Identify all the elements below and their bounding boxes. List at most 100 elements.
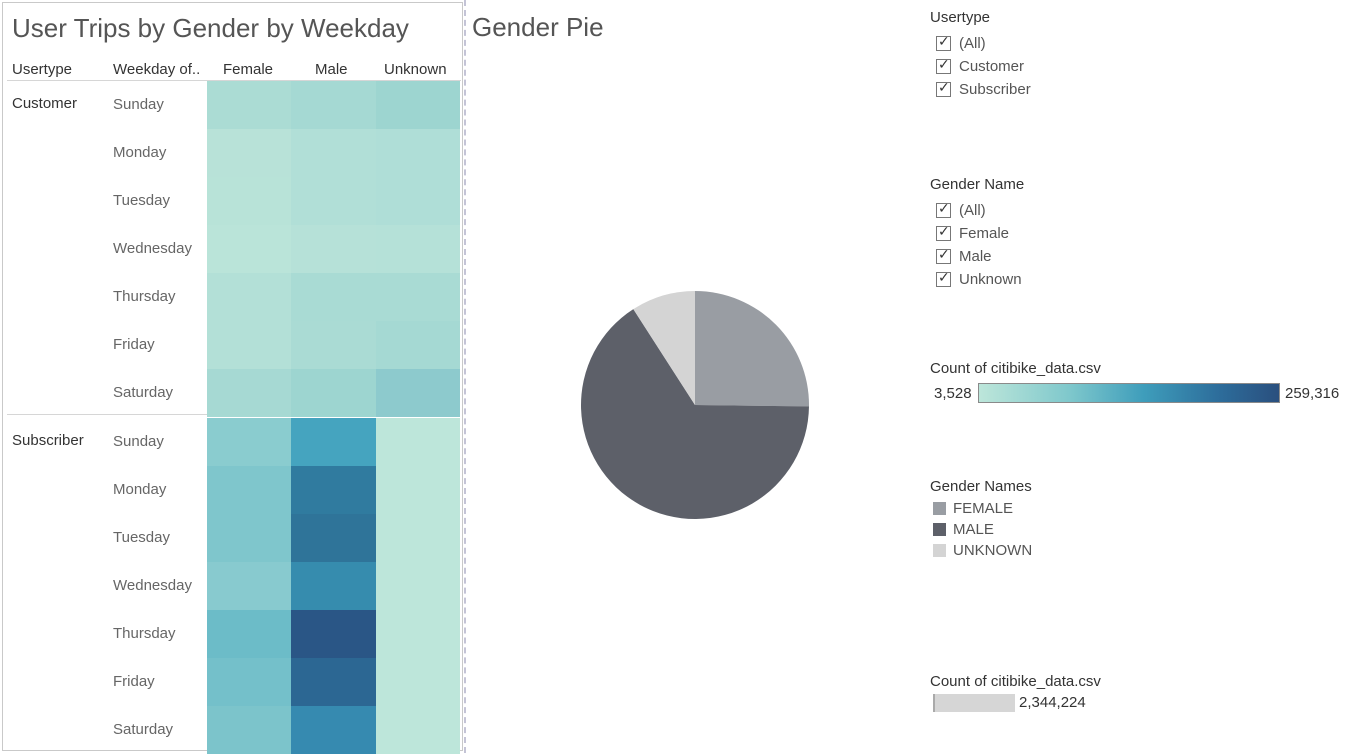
day-label-saturday[interactable]: Saturday: [113, 384, 174, 401]
heatmap-cell[interactable]: [376, 466, 460, 514]
heatmap-cell[interactable]: [376, 129, 460, 177]
heatmap-cell[interactable]: [291, 514, 376, 562]
day-label-thursday[interactable]: Thursday: [113, 625, 176, 642]
day-label-wednesday[interactable]: Wednesday: [113, 240, 192, 257]
pie-slice-female[interactable]: [695, 291, 809, 407]
usertype-header[interactable]: Usertype: [12, 61, 73, 78]
gender-filter-all[interactable]: (All): [936, 201, 986, 219]
size-legend-bar: [933, 694, 1015, 712]
day-label-monday[interactable]: Monday: [113, 481, 167, 498]
day-label-wednesday[interactable]: Wednesday: [113, 577, 192, 594]
heatmap-cell[interactable]: [291, 321, 376, 369]
gender-filter-unknown-label: Unknown: [959, 270, 1022, 288]
heatmap-cell[interactable]: [291, 562, 376, 610]
usertype-filter-customer[interactable]: Customer: [936, 57, 1024, 75]
size-legend-value: 2,344,224: [1019, 694, 1086, 711]
legend-label-male: MALE: [953, 520, 994, 538]
heatmap-cell[interactable]: [207, 321, 291, 369]
heatmap-cell[interactable]: [376, 321, 460, 369]
heatmap-cell[interactable]: [207, 225, 291, 273]
gender-filter-title: Gender Name: [930, 176, 1025, 193]
heatmap-cell[interactable]: [291, 610, 376, 658]
heatmap-cell[interactable]: [291, 177, 376, 225]
day-label-sunday[interactable]: Sunday: [113, 96, 164, 113]
weekday-header[interactable]: Weekday of..: [113, 61, 201, 78]
legend-item-male[interactable]: MALE: [933, 520, 994, 538]
checkbox-icon[interactable]: [936, 224, 951, 241]
legend-item-female[interactable]: FEMALE: [933, 499, 1013, 517]
legend-label-female: FEMALE: [953, 499, 1014, 517]
day-label-friday[interactable]: Friday: [113, 673, 155, 690]
day-label-tuesday[interactable]: Tuesday: [113, 529, 170, 546]
usertype-filter-customer-label: Customer: [959, 57, 1025, 75]
legend-item-unknown[interactable]: UNKNOWN: [933, 541, 1032, 559]
heatmap-cell[interactable]: [291, 81, 376, 129]
swatch-male: [933, 522, 946, 536]
gender-filter-all-label: (All): [959, 201, 986, 219]
usertype-filter-all[interactable]: (All): [936, 34, 986, 52]
heatmap-cell[interactable]: [376, 369, 460, 417]
heatmap-cell[interactable]: [376, 418, 460, 466]
usertype-filter-subscriber[interactable]: Subscriber: [936, 80, 1031, 98]
heatmap-cell[interactable]: [376, 610, 460, 658]
heatmap-cell[interactable]: [207, 514, 291, 562]
day-label-thursday[interactable]: Thursday: [113, 288, 176, 305]
day-label-sunday[interactable]: Sunday: [113, 433, 164, 450]
group-separator: [7, 414, 207, 415]
gender-filter-unknown[interactable]: Unknown: [936, 270, 1022, 288]
group-label-customer[interactable]: Customer: [12, 95, 78, 112]
checkbox-icon[interactable]: [936, 57, 951, 74]
heatmap-cell[interactable]: [207, 369, 291, 417]
gender-filter-female[interactable]: Female: [936, 224, 1009, 242]
checkbox-icon[interactable]: [936, 270, 951, 287]
heatmap-cell[interactable]: [207, 466, 291, 514]
checkbox-icon[interactable]: [936, 80, 951, 97]
color-legend-min: 3,528: [934, 385, 972, 402]
checkbox-icon[interactable]: [936, 247, 951, 264]
gender-pie-chart[interactable]: [570, 280, 820, 530]
heatmap-cell[interactable]: [207, 562, 291, 610]
heatmap-cell[interactable]: [291, 658, 376, 706]
heatmap-cell[interactable]: [291, 466, 376, 514]
heatmap-cell[interactable]: [376, 81, 460, 129]
heatmap-cell[interactable]: [207, 418, 291, 466]
heatmap-cell[interactable]: [207, 610, 291, 658]
day-label-saturday[interactable]: Saturday: [113, 721, 174, 738]
heatmap-cell[interactable]: [291, 706, 376, 754]
heatmap-cell[interactable]: [207, 273, 291, 321]
heatmap-title: User Trips by Gender by Weekday: [12, 13, 409, 43]
day-label-tuesday[interactable]: Tuesday: [113, 192, 170, 209]
heatmap-cell[interactable]: [376, 225, 460, 273]
heatmap-cell[interactable]: [291, 369, 376, 417]
pie-slice-unknown[interactable]: [633, 291, 695, 405]
group-label-subscriber[interactable]: Subscriber: [12, 432, 84, 449]
gender-filter-male[interactable]: Male: [936, 247, 992, 265]
panel-divider: [464, 0, 466, 753]
gender-legend-title: Gender Names: [930, 478, 1032, 495]
pie-slice-male[interactable]: [581, 309, 809, 519]
heatmap-cell[interactable]: [207, 81, 291, 129]
day-label-friday[interactable]: Friday: [113, 336, 155, 353]
heatmap-cell[interactable]: [376, 514, 460, 562]
heatmap-cell[interactable]: [291, 273, 376, 321]
heatmap-cell[interactable]: [291, 225, 376, 273]
gender-filter-male-label: Male: [959, 247, 992, 265]
heatmap-cell[interactable]: [207, 658, 291, 706]
unknown-header[interactable]: Unknown: [384, 61, 447, 78]
heatmap-cell[interactable]: [207, 129, 291, 177]
heatmap-cell[interactable]: [291, 418, 376, 466]
heatmap-cell[interactable]: [376, 562, 460, 610]
checkbox-icon[interactable]: [936, 34, 951, 51]
heatmap-cell[interactable]: [376, 273, 460, 321]
heatmap-cell[interactable]: [376, 658, 460, 706]
male-header[interactable]: Male: [315, 61, 348, 78]
heatmap-cell[interactable]: [376, 177, 460, 225]
day-label-monday[interactable]: Monday: [113, 144, 167, 161]
heatmap-cell[interactable]: [291, 129, 376, 177]
heatmap-cell[interactable]: [207, 706, 291, 754]
female-header[interactable]: Female: [223, 61, 274, 78]
usertype-filter-subscriber-label: Subscriber: [959, 80, 1031, 98]
checkbox-icon[interactable]: [936, 201, 951, 218]
heatmap-cell[interactable]: [376, 706, 460, 754]
heatmap-cell[interactable]: [207, 177, 291, 225]
